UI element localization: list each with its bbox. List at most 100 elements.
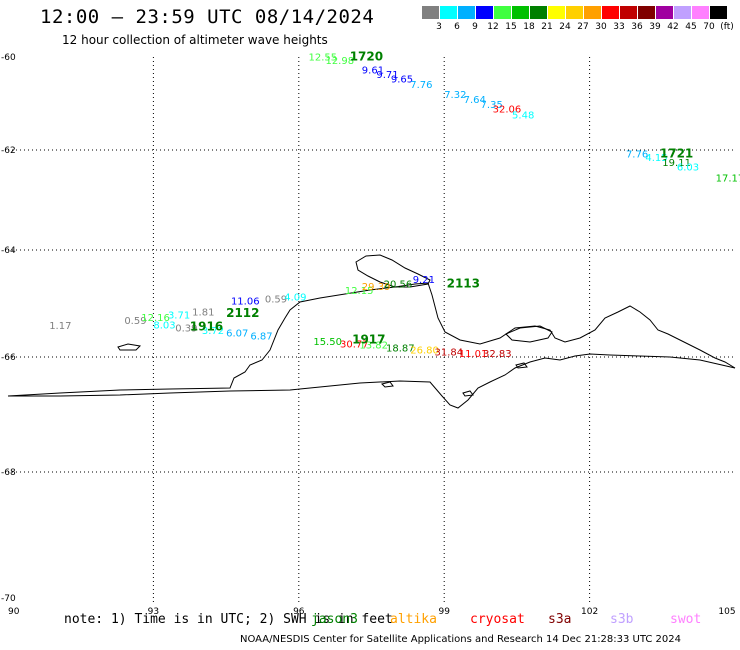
- pass-time-label: 2112: [226, 306, 259, 320]
- wave-height-reading: 18.87: [386, 344, 415, 355]
- wave-height-reading: 32.06: [493, 104, 522, 115]
- wave-height-reading: 6.03: [677, 163, 699, 174]
- latitude-tick-label: -70: [1, 594, 16, 604]
- scale-swatch: [584, 6, 601, 19]
- credit-line: NOAA/NESDIS Center for Satellite Applica…: [240, 634, 682, 645]
- scale-label: 21: [541, 22, 553, 32]
- longitude-tick-label: 105: [718, 607, 735, 617]
- wave-height-reading: 5.48: [512, 110, 534, 121]
- scale-swatch: [530, 6, 547, 19]
- scale-label: 70: [703, 22, 715, 32]
- wave-height-reading: 3.71: [168, 310, 190, 321]
- pass-time-label: 1916: [190, 319, 223, 333]
- pass-time-label: 2113: [447, 276, 480, 290]
- scale-swatch: [494, 6, 511, 19]
- wave-height-reading: 20.56: [384, 279, 413, 290]
- wave-height-reading: 31.84: [435, 347, 464, 358]
- scale-swatch: [674, 6, 691, 19]
- wave-height-reading: 0.39: [175, 323, 197, 334]
- wave-height-reading: 9.65: [391, 75, 413, 86]
- page-subtitle: 12 hour collection of altimeter wave hei…: [62, 33, 328, 47]
- wave-height-reading: 0.59: [265, 294, 287, 305]
- wave-height-reading: 15.50: [313, 337, 342, 348]
- coastline-segment: [117, 343, 142, 351]
- satellite-legend-item: s3b: [610, 612, 634, 627]
- coastline-segment: [381, 381, 394, 388]
- scale-swatch: [440, 6, 457, 19]
- wave-height-reading: 6.07: [226, 329, 248, 340]
- coastline-segment: [462, 390, 474, 397]
- coastline-segment: [355, 254, 431, 288]
- wave-height-reading: 3.72: [202, 326, 224, 337]
- scale-swatch: [566, 6, 583, 19]
- reading-labels: 12.5512.989.619.719.657.767.327.647.3532…: [49, 50, 740, 360]
- latitude-tick-label: -66: [1, 353, 16, 363]
- antarctic-coastline: [7, 254, 736, 409]
- wave-height-reading: 7.64: [464, 95, 486, 106]
- longitude-tick-label: 102: [581, 607, 598, 617]
- scale-label: 27: [577, 22, 589, 32]
- satellite-legend-item: jason3: [311, 612, 358, 627]
- wave-height-reading: 1.81: [192, 307, 214, 318]
- longitude-tick-label: 96: [293, 607, 305, 617]
- scale-swatch: [710, 6, 727, 19]
- coastline-segment: [7, 282, 736, 397]
- longitude-tick-label: 90: [8, 607, 20, 617]
- wave-height-reading: 9.21: [413, 275, 435, 286]
- scale-label: 9: [472, 22, 478, 32]
- scale-swatch: [512, 6, 529, 19]
- map-frame: [8, 57, 735, 602]
- wave-height-reading: 9.61: [362, 65, 384, 76]
- wave-height-reading: 8.03: [153, 321, 175, 332]
- scale-label: 33: [613, 22, 625, 32]
- pass-time-label: 1721: [660, 147, 693, 161]
- satellite-legend-item: s3a: [548, 612, 572, 627]
- footer-note: note: 1) Time is in UTC; 2) SWH is in fe…: [64, 612, 393, 627]
- coastline-segment: [515, 362, 528, 369]
- scale-label: 6: [454, 22, 460, 32]
- scale-swatch: [602, 6, 619, 19]
- scale-label: 36: [631, 22, 643, 32]
- scale-label: 12: [487, 22, 499, 32]
- scale-label: 15: [505, 22, 517, 32]
- scale-label: 42: [667, 22, 679, 32]
- scale-label: 18: [523, 22, 535, 32]
- wave-height-reading: 26.80: [410, 345, 439, 356]
- scale-swatch: [458, 6, 475, 19]
- scale-label: (ft): [720, 22, 734, 32]
- wave-height-reading: 19.11: [662, 158, 691, 169]
- scale-label: 3: [436, 22, 442, 32]
- wave-height-reading: 9.71: [376, 70, 398, 81]
- scale-swatch: [476, 6, 493, 19]
- wave-height-reading: 12.15: [345, 286, 374, 297]
- latitude-tick-label: -60: [1, 53, 16, 63]
- wave-height-reading: 12.16: [141, 313, 170, 324]
- graticule: [8, 57, 735, 602]
- wave-height-reading: 0.59: [124, 316, 146, 327]
- scale-label: 30: [595, 22, 607, 32]
- wave-height-reading: 7.76: [410, 80, 432, 91]
- axis-labels: 90 93 96 99 102 105 -60 -62 -64 -66 -68 -70: [1, 53, 736, 617]
- satellite-legend-item: cryosat: [470, 612, 525, 627]
- wave-height-reading: 30.77: [340, 339, 369, 350]
- page-title: 12:00 — 23:59 UTC 08/14/2024: [40, 6, 375, 28]
- wave-height-reading: 12.55: [308, 53, 337, 64]
- wave-height-reading: 12.98: [325, 56, 354, 67]
- satellite-legend-item: swot: [670, 612, 702, 627]
- longitude-tick-label: 93: [148, 607, 159, 617]
- coastline-segment: [8, 353, 736, 409]
- scale-swatch: [638, 6, 655, 19]
- scale-swatch: [620, 6, 637, 19]
- scale-label: 39: [649, 22, 661, 32]
- wave-height-reading: 1.17: [49, 321, 71, 332]
- wave-height-reading: 32.83: [483, 349, 512, 360]
- wave-height-reading: 13.82: [359, 340, 388, 351]
- scale-swatch: [422, 6, 439, 19]
- scale-swatch: [656, 6, 673, 19]
- pass-time-label: 1917: [352, 333, 385, 347]
- longitude-tick-label: 99: [438, 607, 450, 617]
- wave-height-reading: 4.09: [284, 292, 306, 303]
- latitude-tick-label: -62: [1, 146, 16, 156]
- wave-height-reading: 7.32: [444, 90, 466, 101]
